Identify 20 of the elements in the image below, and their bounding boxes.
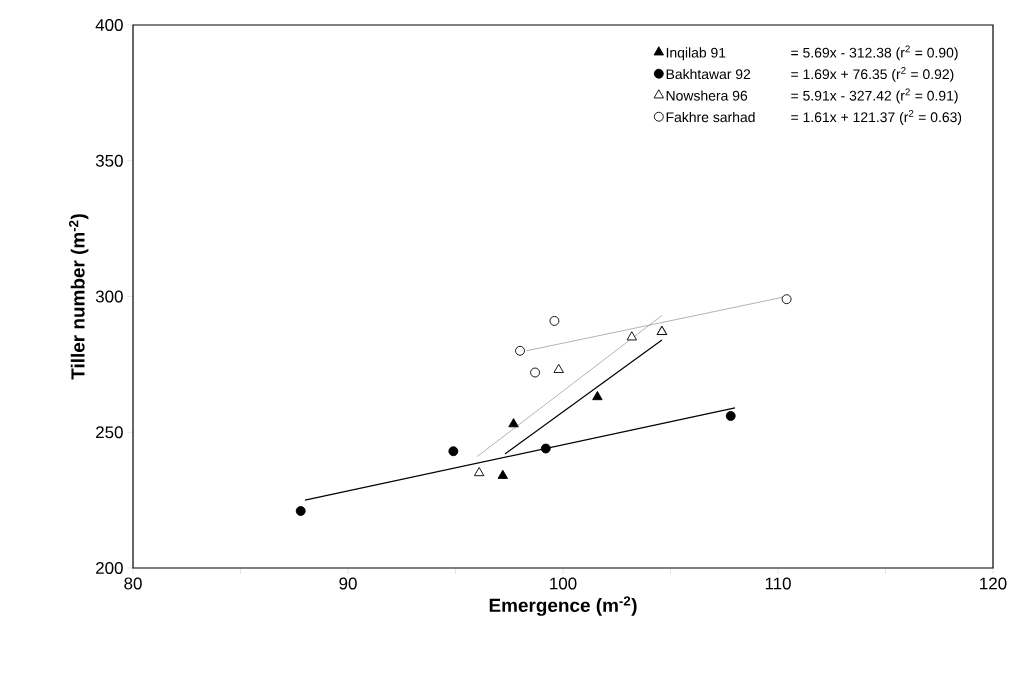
legend-label: Bakhtawar 92: [666, 68, 751, 80]
x-tick-label: 100: [550, 577, 577, 590]
legend-label: Nowshera 96: [666, 90, 748, 101]
y-tick-label: 200: [96, 561, 123, 574]
x-tick-label: 120: [980, 577, 1007, 590]
annotation: = 1.61x + 121.37 (r$^{2}$ = 0.63): [791, 109, 962, 125]
x-tick-label: 80: [124, 577, 142, 590]
x-tick-label: 110: [765, 577, 791, 590]
x-axis-title: Emergence (m$^{-2}$): [489, 596, 637, 616]
x-tick-label: 90: [339, 577, 357, 590]
y-tick-label: 350: [95, 154, 123, 167]
annotation: = 5.91x - 327.42 (r$^{2}$ = 0.91): [791, 88, 958, 104]
legend-label: Inqilab 91: [666, 47, 726, 61]
legend-label: Fakhre sarhad: [666, 111, 755, 123]
annotation: = 5.69x - 312.38 (r$^{2}$ = 0.90): [791, 45, 958, 61]
annotation: = 1.69x + 76.35 (r$^{2}$ = 0.92): [791, 66, 954, 82]
y-tick-label: 300: [95, 290, 123, 303]
y-tick-label: 250: [96, 426, 123, 439]
y-tick-label: 400: [95, 18, 123, 31]
y-axis-title: Tiller number (m$^{-2}$): [68, 214, 89, 380]
